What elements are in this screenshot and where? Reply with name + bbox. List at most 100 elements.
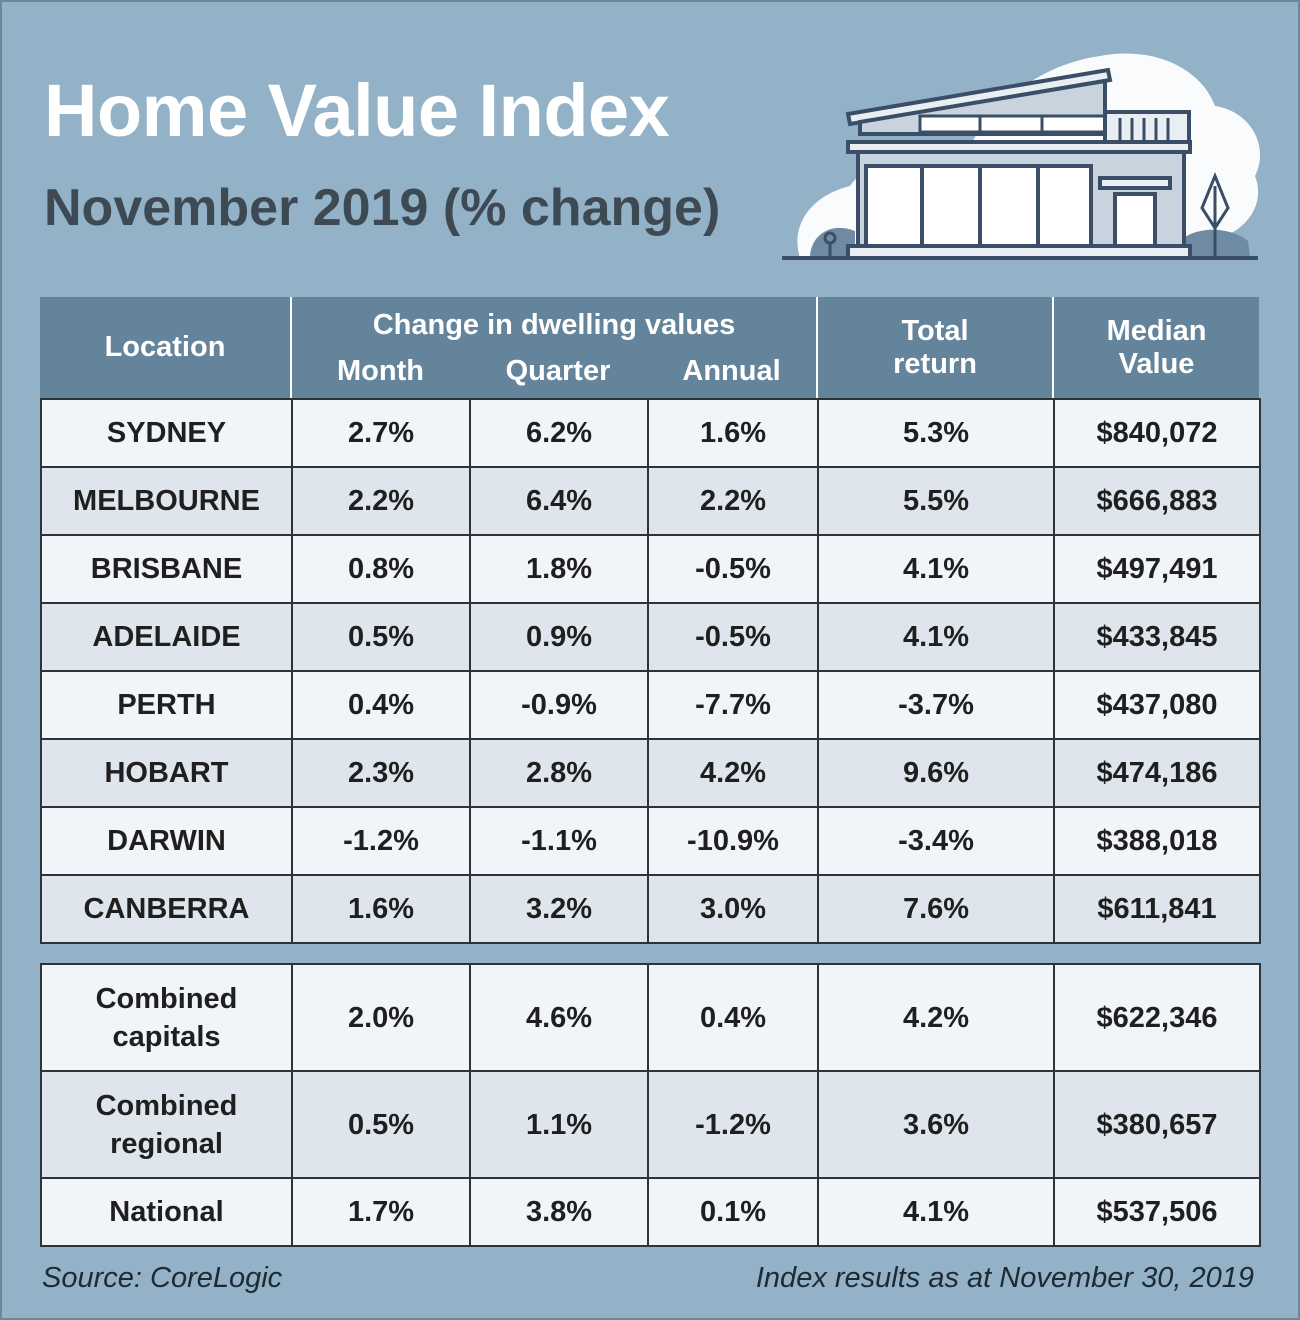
cell-location: HOBART (40, 738, 293, 808)
cell-total: 5.3% (817, 398, 1055, 468)
cell-month: 1.6% (291, 874, 471, 944)
cell-quarter: 1.8% (469, 534, 649, 604)
city-table: SYDNEY 2.7% 6.2% 1.6% 5.3% $840,072 MELBOURNE 2… (40, 398, 1261, 944)
header-quarter: Quarter (469, 345, 647, 398)
header-median-value: Median Value (1052, 297, 1260, 398)
cell-median: $840,072 (1053, 398, 1261, 468)
cell-month: 0.8% (291, 534, 471, 604)
cell-total: 7.6% (817, 874, 1055, 944)
cell-month: 0.5% (291, 602, 471, 672)
cell-location: DARWIN (40, 806, 293, 876)
table-row: PERTH 0.4% -0.9% -7.7% -3.7% $437,080 (40, 670, 1261, 740)
cell-median: $537,506 (1053, 1177, 1261, 1247)
location-line2: capitals (112, 1020, 221, 1053)
house-illustration-icon (782, 53, 1261, 260)
cell-total: 4.1% (817, 534, 1055, 604)
cell-location: Combined regional (40, 1070, 293, 1179)
cell-quarter: 0.9% (469, 602, 649, 672)
header-total-return-line2: return (893, 347, 977, 380)
cell-location: ADELAIDE (40, 602, 293, 672)
header-total-return: Total return (816, 297, 1054, 398)
city-table-body: SYDNEY 2.7% 6.2% 1.6% 5.3% $840,072 MELBOURNE 2… (40, 398, 1261, 944)
cell-month: -1.2% (291, 806, 471, 876)
cell-location: Combined capitals (40, 963, 293, 1072)
cell-median: $380,657 (1053, 1070, 1261, 1179)
source-note: Source: CoreLogic (42, 1262, 283, 1294)
header-month: Month (290, 345, 469, 398)
cell-location: BRISBANE (40, 534, 293, 604)
cell-median: $388,018 (1053, 806, 1261, 876)
cell-median: $437,080 (1053, 670, 1261, 740)
cell-median: $666,883 (1053, 466, 1261, 536)
cell-total: 4.1% (817, 1177, 1055, 1247)
table-row: HOBART 2.3% 2.8% 4.2% 9.6% $474,186 (40, 738, 1261, 808)
header-annual: Annual (647, 345, 818, 398)
cell-annual: -7.7% (647, 670, 819, 740)
cell-total: -3.4% (817, 806, 1055, 876)
header-median-line2: Value (1118, 347, 1195, 380)
header-median-line1: Median (1106, 314, 1207, 347)
location-line1: Combined (95, 982, 238, 1015)
cell-total: -3.7% (817, 670, 1055, 740)
cell-annual: 1.6% (647, 398, 819, 468)
cell-annual: 4.2% (647, 738, 819, 808)
page-title: Home Value Index (44, 69, 670, 152)
table-header: Location Change in dwelling values Total… (40, 297, 1260, 398)
cell-quarter: 3.8% (469, 1177, 649, 1247)
cell-annual: -10.9% (647, 806, 819, 876)
summary-table: Combined capitals 2.0% 4.6% 0.4% 4.2% $622,346… (40, 963, 1261, 1247)
cell-annual: 3.0% (647, 874, 819, 944)
cell-median: $611,841 (1053, 874, 1261, 944)
summary-table-body: Combined capitals 2.0% 4.6% 0.4% 4.2% $622,346… (40, 963, 1261, 1247)
table-row: BRISBANE 0.8% 1.8% -0.5% 4.1% $497,491 (40, 534, 1261, 604)
cell-location: CANBERRA (40, 874, 293, 944)
cell-median: $433,845 (1053, 602, 1261, 672)
page-subtitle: November 2019 (% change) (44, 179, 721, 237)
table-row: ADELAIDE 0.5% 0.9% -0.5% 4.1% $433,845 (40, 602, 1261, 672)
summary-row: National 1.7% 3.8% 0.1% 4.1% $537,506 (40, 1177, 1261, 1247)
table-row: MELBOURNE 2.2% 6.4% 2.2% 5.5% $666,883 (40, 466, 1261, 536)
cell-quarter: 4.6% (469, 963, 649, 1072)
cell-location: National (40, 1177, 293, 1247)
cell-median: $497,491 (1053, 534, 1261, 604)
cell-quarter: -1.1% (469, 806, 649, 876)
cell-total: 4.1% (817, 602, 1055, 672)
header-location: Location (40, 297, 291, 398)
cell-total: 3.6% (817, 1070, 1055, 1179)
cell-location: SYDNEY (40, 398, 293, 468)
cell-quarter: 6.4% (469, 466, 649, 536)
cell-annual: -1.2% (647, 1070, 819, 1179)
cell-annual: -0.5% (647, 534, 819, 604)
cell-median: $474,186 (1053, 738, 1261, 808)
cell-month: 2.7% (291, 398, 471, 468)
index-date-note: Index results as at November 30, 2019 (755, 1262, 1254, 1294)
cell-quarter: 2.8% (469, 738, 649, 808)
cell-annual: -0.5% (647, 602, 819, 672)
cell-location: MELBOURNE (40, 466, 293, 536)
header-change-group: Change in dwelling values (289, 297, 818, 345)
summary-row: Combined regional 0.5% 1.1% -1.2% 3.6% $380,65… (40, 1070, 1261, 1179)
cell-month: 0.4% (291, 670, 471, 740)
cell-month: 2.0% (291, 963, 471, 1072)
location-line2: regional (110, 1127, 223, 1160)
cell-annual: 0.4% (647, 963, 819, 1072)
cell-annual: 2.2% (647, 466, 819, 536)
cell-month: 2.3% (291, 738, 471, 808)
cell-month: 0.5% (291, 1070, 471, 1179)
cell-location: PERTH (40, 670, 293, 740)
cell-quarter: 3.2% (469, 874, 649, 944)
cell-total: 9.6% (817, 738, 1055, 808)
cell-median: $622,346 (1053, 963, 1261, 1072)
header-total-return-line1: Total (901, 314, 969, 347)
summary-row: Combined capitals 2.0% 4.6% 0.4% 4.2% $622,346 (40, 963, 1261, 1072)
table-row: SYDNEY 2.7% 6.2% 1.6% 5.3% $840,072 (40, 398, 1261, 468)
cell-month: 1.7% (291, 1177, 471, 1247)
location-line1: National (109, 1195, 224, 1228)
table-row: CANBERRA 1.6% 3.2% 3.0% 7.6% $611,841 (40, 874, 1261, 944)
cell-annual: 0.1% (647, 1177, 819, 1247)
cell-quarter: 1.1% (469, 1070, 649, 1179)
location-line1: Combined (95, 1089, 238, 1122)
cell-month: 2.2% (291, 466, 471, 536)
cell-quarter: -0.9% (469, 670, 649, 740)
